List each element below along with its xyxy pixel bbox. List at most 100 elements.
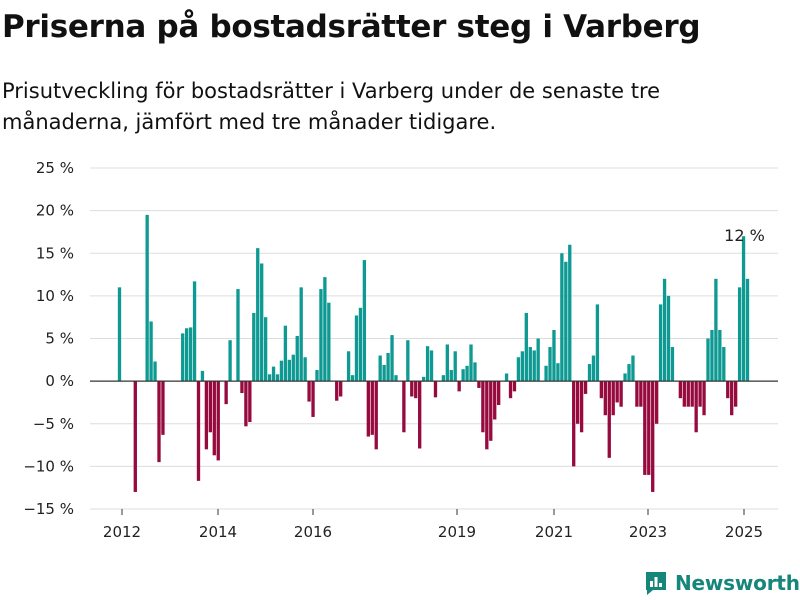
bar <box>599 381 604 399</box>
bar <box>615 381 619 403</box>
newsworthy-logo[interactable]: Newsworthy <box>644 568 800 598</box>
bar <box>260 263 264 382</box>
y-tick-label: 20 % <box>36 202 74 220</box>
bar <box>402 381 406 433</box>
x-tick-label: 2014 <box>199 523 237 541</box>
bar <box>508 381 513 399</box>
bar <box>647 381 651 475</box>
bar <box>651 381 655 492</box>
bar <box>737 287 742 382</box>
bar <box>184 328 189 382</box>
bar <box>568 244 572 382</box>
bar <box>208 381 212 433</box>
bar <box>516 357 521 382</box>
bar <box>358 307 363 382</box>
bar <box>252 312 256 382</box>
bar <box>741 236 746 382</box>
bar <box>560 253 564 382</box>
bar <box>429 350 434 382</box>
bar <box>504 373 509 382</box>
bar <box>394 375 398 382</box>
bar <box>686 381 690 407</box>
bar <box>706 338 710 382</box>
bar <box>200 370 205 382</box>
bar <box>564 261 568 382</box>
bar <box>682 381 686 407</box>
bar <box>319 289 323 382</box>
chart-subtitle: Prisutveckling för bostadsrätter i Varbe… <box>2 79 661 134</box>
bar <box>745 278 750 382</box>
bar <box>323 277 327 382</box>
bar <box>346 351 351 382</box>
bar <box>271 366 276 382</box>
bar <box>461 369 465 382</box>
bar <box>224 381 228 405</box>
bar <box>188 327 193 382</box>
bar <box>449 370 453 382</box>
bar <box>469 344 473 382</box>
newsworthy-logo-icon <box>646 572 666 595</box>
bar <box>212 381 216 456</box>
bar <box>512 381 517 392</box>
bar <box>339 381 343 397</box>
bar <box>662 278 667 382</box>
bar <box>181 333 185 382</box>
bar <box>390 335 394 382</box>
bar <box>497 381 501 405</box>
y-tick-label: −10 % <box>23 457 74 475</box>
bar-chart: 25 % 20 % 15 % 10 % 5 % 0 % −5 % −10 % −15 % 201… <box>23 159 778 541</box>
x-tick-label: 2025 <box>725 523 763 541</box>
y-tick-label: 5 % <box>45 330 74 348</box>
bar <box>366 381 370 437</box>
bar <box>406 340 410 382</box>
bar <box>465 365 469 382</box>
y-tick-label: 10 % <box>36 287 74 305</box>
bar <box>690 381 694 407</box>
bar <box>730 381 734 416</box>
x-tick-label: 2021 <box>535 523 573 541</box>
bar <box>489 381 493 441</box>
y-tick-label: −15 % <box>23 500 74 518</box>
bar <box>382 364 386 382</box>
bar <box>722 347 726 382</box>
bar <box>548 347 552 382</box>
bar <box>256 248 260 382</box>
bar <box>315 370 319 382</box>
bar <box>354 315 359 382</box>
bar <box>378 355 382 382</box>
bar <box>248 381 252 423</box>
bar <box>678 381 683 399</box>
bar <box>619 381 623 407</box>
bar <box>133 381 137 492</box>
bar <box>595 304 600 382</box>
y-tick-label: 0 % <box>45 372 74 390</box>
bar <box>295 335 299 382</box>
bar <box>240 381 244 394</box>
bar <box>157 381 161 463</box>
bar <box>244 381 248 427</box>
bar <box>485 381 489 450</box>
bar <box>149 321 153 382</box>
bar <box>572 381 576 467</box>
y-axis-labels: 25 % 20 % 15 % 10 % 5 % 0 % −5 % −10 % −15 % <box>23 159 74 518</box>
bar <box>228 340 232 382</box>
bar <box>544 365 548 382</box>
bar <box>291 354 295 382</box>
bar <box>481 381 485 433</box>
bar <box>418 381 422 449</box>
bar <box>311 381 315 417</box>
bar <box>327 302 331 382</box>
bar <box>192 281 197 382</box>
bar <box>666 295 671 382</box>
bar <box>524 312 528 382</box>
bar <box>583 381 588 394</box>
bar <box>196 381 201 481</box>
bar <box>623 373 627 382</box>
bar <box>362 260 367 382</box>
bar <box>457 381 461 392</box>
bar <box>733 381 738 407</box>
bar <box>236 289 240 382</box>
x-tick-label: 2012 <box>103 523 141 541</box>
bar <box>579 381 584 433</box>
bar <box>635 381 639 407</box>
